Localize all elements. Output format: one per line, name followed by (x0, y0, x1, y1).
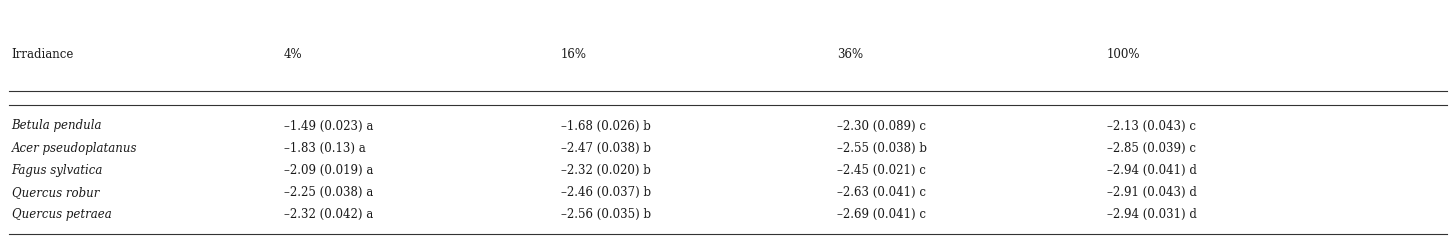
Text: –1.68 (0.026) b: –1.68 (0.026) b (561, 120, 651, 132)
Text: –2.69 (0.041) c: –2.69 (0.041) c (837, 208, 926, 221)
Text: Irradiance: Irradiance (12, 48, 74, 61)
Text: –2.09 (0.019) a: –2.09 (0.019) a (284, 164, 373, 177)
Text: –2.91 (0.043) d: –2.91 (0.043) d (1107, 186, 1197, 199)
Text: Acer pseudoplatanus: Acer pseudoplatanus (12, 142, 137, 155)
Text: –2.13 (0.043) c: –2.13 (0.043) c (1107, 120, 1195, 132)
Text: 100%: 100% (1107, 48, 1140, 61)
Text: –2.55 (0.038) b: –2.55 (0.038) b (837, 142, 927, 155)
Text: Quercus robur: Quercus robur (12, 186, 99, 199)
Text: –2.30 (0.089) c: –2.30 (0.089) c (837, 120, 926, 132)
Text: –1.83 (0.13) a: –1.83 (0.13) a (284, 142, 365, 155)
Text: –2.32 (0.042) a: –2.32 (0.042) a (284, 208, 373, 221)
Text: –2.32 (0.020) b: –2.32 (0.020) b (561, 164, 651, 177)
Text: Betula pendula: Betula pendula (12, 120, 102, 132)
Text: –2.94 (0.031) d: –2.94 (0.031) d (1107, 208, 1197, 221)
Text: 36%: 36% (837, 48, 863, 61)
Text: –2.25 (0.038) a: –2.25 (0.038) a (284, 186, 373, 199)
Text: –2.47 (0.038) b: –2.47 (0.038) b (561, 142, 651, 155)
Text: –2.45 (0.021) c: –2.45 (0.021) c (837, 164, 926, 177)
Text: –2.46 (0.037) b: –2.46 (0.037) b (561, 186, 651, 199)
Text: –2.63 (0.041) c: –2.63 (0.041) c (837, 186, 926, 199)
Text: Quercus petraea: Quercus petraea (12, 208, 112, 221)
Text: 4%: 4% (284, 48, 303, 61)
Text: Fagus sylvatica: Fagus sylvatica (12, 164, 103, 177)
Text: 16%: 16% (561, 48, 587, 61)
Text: –2.56 (0.035) b: –2.56 (0.035) b (561, 208, 651, 221)
Text: –1.49 (0.023) a: –1.49 (0.023) a (284, 120, 373, 132)
Text: –2.94 (0.041) d: –2.94 (0.041) d (1107, 164, 1197, 177)
Text: –2.85 (0.039) c: –2.85 (0.039) c (1107, 142, 1195, 155)
